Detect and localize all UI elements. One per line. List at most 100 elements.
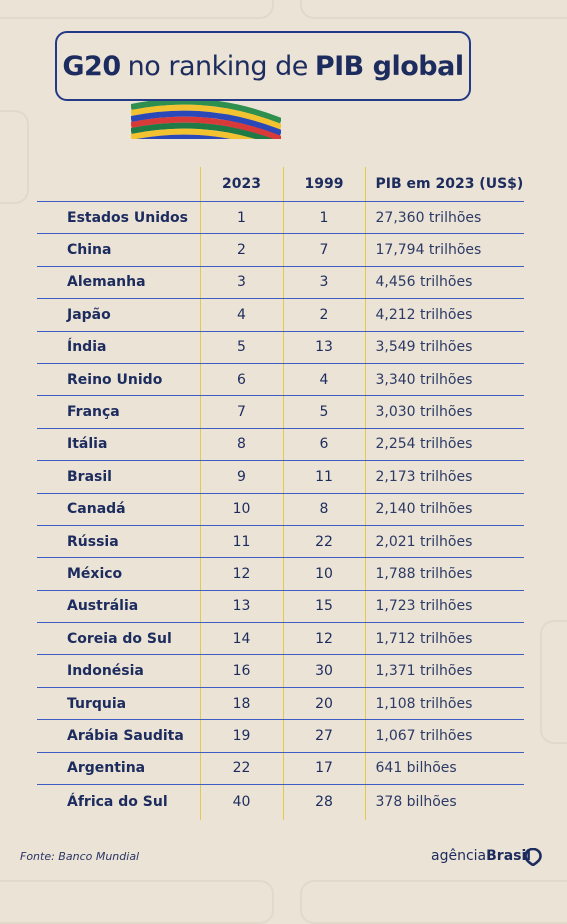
table-row: Argentina 22 17 641 bilhões <box>37 752 524 786</box>
pib-cell: 27,360 trilhões <box>364 201 524 235</box>
table-row: Canadá 10 8 2,140 trilhões <box>37 493 524 526</box>
table-row: Brasil 9 11 2,173 trilhões <box>37 460 524 494</box>
rank-2023-cell: 6 <box>199 363 283 397</box>
table-row: Reino Unido 6 4 3,340 trilhões <box>37 363 524 397</box>
decor-frame-left <box>0 110 29 204</box>
rank-1999-cell: 27 <box>282 719 365 753</box>
country-cell: Japão <box>37 298 200 332</box>
country-cell: Argentina <box>37 752 200 786</box>
rank-1999-cell: 13 <box>282 331 365 364</box>
pib-cell: 17,794 trilhões <box>364 233 524 267</box>
rank-2023-cell: 1 <box>199 201 283 235</box>
column-rule <box>200 800 201 820</box>
country-cell: Estados Unidos <box>37 201 200 235</box>
table-row: Coreia do Sul 14 12 1,712 trilhões <box>37 622 524 656</box>
rank-2023-cell: 5 <box>199 331 283 364</box>
flag-stripes-icon <box>131 101 281 139</box>
column-rule <box>365 800 366 820</box>
rank-1999-cell: 7 <box>282 233 365 267</box>
table-row: Estados Unidos 1 1 27,360 trilhões <box>37 201 524 235</box>
table-row: Austrália 13 15 1,723 trilhões <box>37 590 524 624</box>
country-cell: Índia <box>37 331 200 364</box>
country-cell: China <box>37 233 200 267</box>
decor-frame-bottom-left <box>0 880 274 924</box>
country-cell: Austrália <box>37 590 200 624</box>
title-middle: no ranking de <box>127 50 309 82</box>
rank-2023-cell: 9 <box>199 460 283 494</box>
rank-2023-cell: 14 <box>199 622 283 656</box>
rank-2023-cell: 22 <box>199 752 283 786</box>
table-row: Índia 5 13 3,549 trilhões <box>37 331 524 364</box>
header-1999: 1999 <box>282 167 365 202</box>
rank-2023-cell: 13 <box>199 590 283 624</box>
table-row: Arábia Saudita 19 27 1,067 trilhões <box>37 719 524 753</box>
rank-1999-cell: 15 <box>282 590 365 624</box>
table-row: Indonésia 16 30 1,371 trilhões <box>37 654 524 688</box>
table-row: México 12 10 1,788 trilhões <box>37 557 524 591</box>
header-2023: 2023 <box>199 167 283 202</box>
table-header-row: 2023 1999 PIB em 2023 (US$) <box>37 167 524 202</box>
rank-1999-cell: 20 <box>282 687 365 721</box>
rank-2023-cell: 18 <box>199 687 283 721</box>
pib-cell: 2,140 trilhões <box>364 493 524 526</box>
rank-1999-cell: 4 <box>282 363 365 397</box>
pib-cell: 1,108 trilhões <box>364 687 524 721</box>
rank-1999-cell: 17 <box>282 752 365 786</box>
country-cell: Reino Unido <box>37 363 200 397</box>
country-cell: México <box>37 557 200 591</box>
country-cell: Indonésia <box>37 654 200 688</box>
rank-2023-cell: 10 <box>199 493 283 526</box>
table-row: Alemanha 3 3 4,456 trilhões <box>37 266 524 300</box>
decor-frame-bottom-right <box>300 880 567 924</box>
pib-cell: 3,549 trilhões <box>364 331 524 364</box>
rank-1999-cell: 5 <box>282 395 365 429</box>
header-pib: PIB em 2023 (US$) <box>364 167 524 202</box>
pib-cell: 1,723 trilhões <box>364 590 524 624</box>
rank-1999-cell: 22 <box>282 525 365 559</box>
table-row: França 7 5 3,030 trilhões <box>37 395 524 429</box>
rank-1999-cell: 12 <box>282 622 365 656</box>
table-row: África do Sul 40 28 378 bilhões <box>37 784 524 819</box>
table-row: Turquia 18 20 1,108 trilhões <box>37 687 524 721</box>
title-g20: G20 <box>62 50 121 82</box>
pib-cell: 2,254 trilhões <box>364 428 524 462</box>
country-cell: Turquia <box>37 687 200 721</box>
pib-cell: 3,030 trilhões <box>364 395 524 429</box>
pib-cell: 378 bilhões <box>364 784 524 819</box>
source-note: Fonte: Banco Mundial <box>20 850 140 863</box>
rank-1999-cell: 30 <box>282 654 365 688</box>
pin-icon <box>524 848 542 866</box>
rank-2023-cell: 12 <box>199 557 283 591</box>
pib-cell: 1,371 trilhões <box>364 654 524 688</box>
rank-2023-cell: 40 <box>199 784 283 819</box>
page-title: G20 no ranking de PIB global <box>55 31 471 101</box>
rank-1999-cell: 3 <box>282 266 365 300</box>
pib-cell: 4,456 trilhões <box>364 266 524 300</box>
decor-frame-right <box>540 620 567 744</box>
pib-cell: 641 bilhões <box>364 752 524 786</box>
brand-light: agência <box>431 848 487 864</box>
rank-2023-cell: 7 <box>199 395 283 429</box>
rank-2023-cell: 11 <box>199 525 283 559</box>
column-rule <box>283 800 284 820</box>
country-cell: África do Sul <box>67 793 168 810</box>
rank-1999-cell: 11 <box>282 460 365 494</box>
rank-2023-cell: 3 <box>199 266 283 300</box>
pib-cell: 3,340 trilhões <box>364 363 524 397</box>
country-cell: Rússia <box>37 525 200 559</box>
table-row: China 2 7 17,794 trilhões <box>37 233 524 267</box>
rank-1999-cell: 6 <box>282 428 365 462</box>
pib-cell: 1,712 trilhões <box>364 622 524 656</box>
pib-cell: 2,021 trilhões <box>364 525 524 559</box>
country-cell: Canadá <box>37 493 200 526</box>
rank-2023-cell: 19 <box>199 719 283 753</box>
brand-bold: Brasil <box>486 848 532 864</box>
header-country <box>37 167 200 202</box>
pib-cell: 4,212 trilhões <box>364 298 524 332</box>
ranking-table: 2023 1999 PIB em 2023 (US$) Estados Unid… <box>37 167 524 819</box>
country-cell: Coreia do Sul <box>37 622 200 656</box>
rank-1999-cell: 1 <box>282 201 365 235</box>
title-pib: PIB global <box>314 50 464 82</box>
table-row: Japão 4 2 4,212 trilhões <box>37 298 524 332</box>
decor-frame-top-left <box>0 0 274 19</box>
